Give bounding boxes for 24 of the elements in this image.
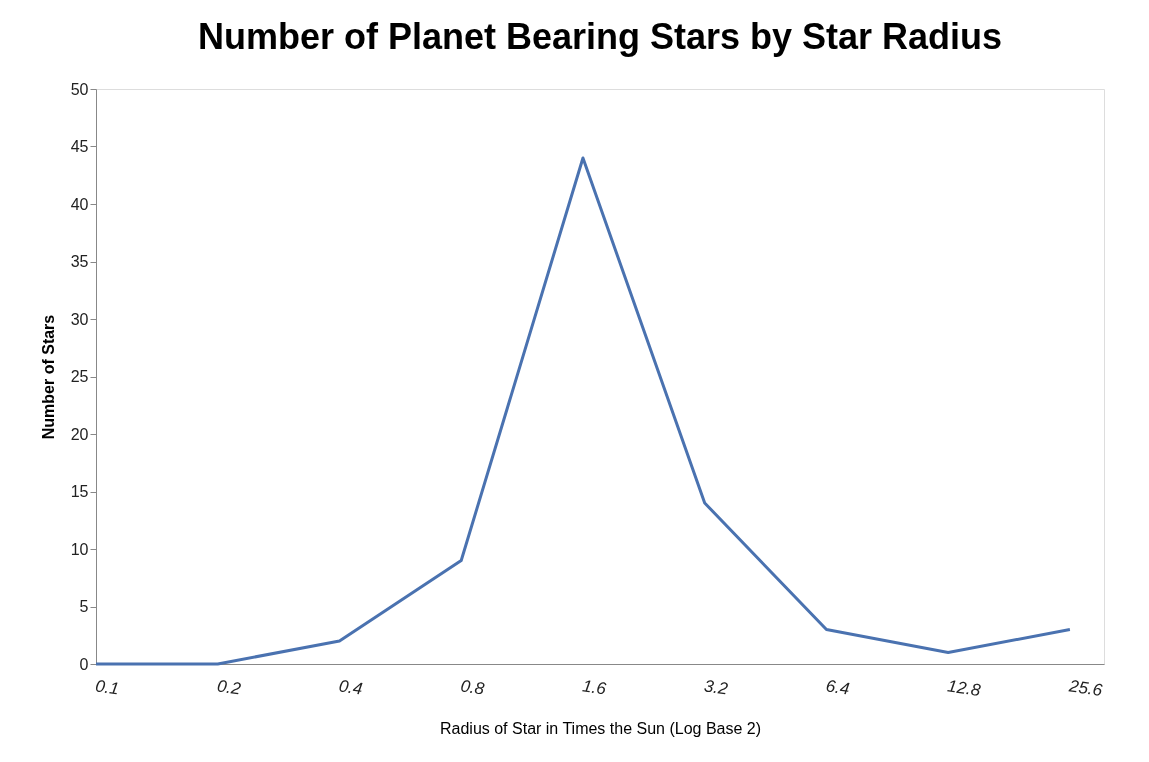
y-tick-label: 35 (70, 253, 89, 270)
y-tick-label: 15 (70, 483, 89, 500)
x-tick-label: 0.8 (459, 676, 486, 699)
y-tick-label: 20 (70, 425, 89, 443)
x-tick-label: 0.2 (215, 676, 243, 699)
x-tick-label: 12.8 (946, 676, 983, 701)
x-tick-label: 6.4 (824, 676, 851, 699)
x-tick-label: 0.1 (94, 676, 121, 699)
y-tick-label: 0 (79, 655, 89, 673)
y-tick-label: 10 (70, 540, 89, 558)
y-tick-label: 45 (70, 138, 89, 155)
y-tick-label: 50 (70, 80, 89, 98)
chart-title: Number of Planet Bearing Stars by Star Radius (197, 16, 1003, 57)
y-tick-label: 5 (79, 598, 89, 615)
x-tick-label: 3.2 (702, 676, 730, 699)
line-series (94, 156, 1072, 666)
y-tick-label: 40 (70, 195, 89, 213)
y-tick-label: 25 (70, 368, 89, 385)
x-tick-label: 0.4 (337, 676, 364, 699)
x-tick-label: 1.6 (581, 676, 608, 699)
y-tick-label: 30 (70, 310, 89, 328)
y-axis-title: Number of Stars (39, 314, 57, 440)
x-axis-title: Radius of Star in Times the Sun (Log Base 2) (439, 719, 762, 737)
x-tick-label: 25.6 (1067, 676, 1104, 701)
